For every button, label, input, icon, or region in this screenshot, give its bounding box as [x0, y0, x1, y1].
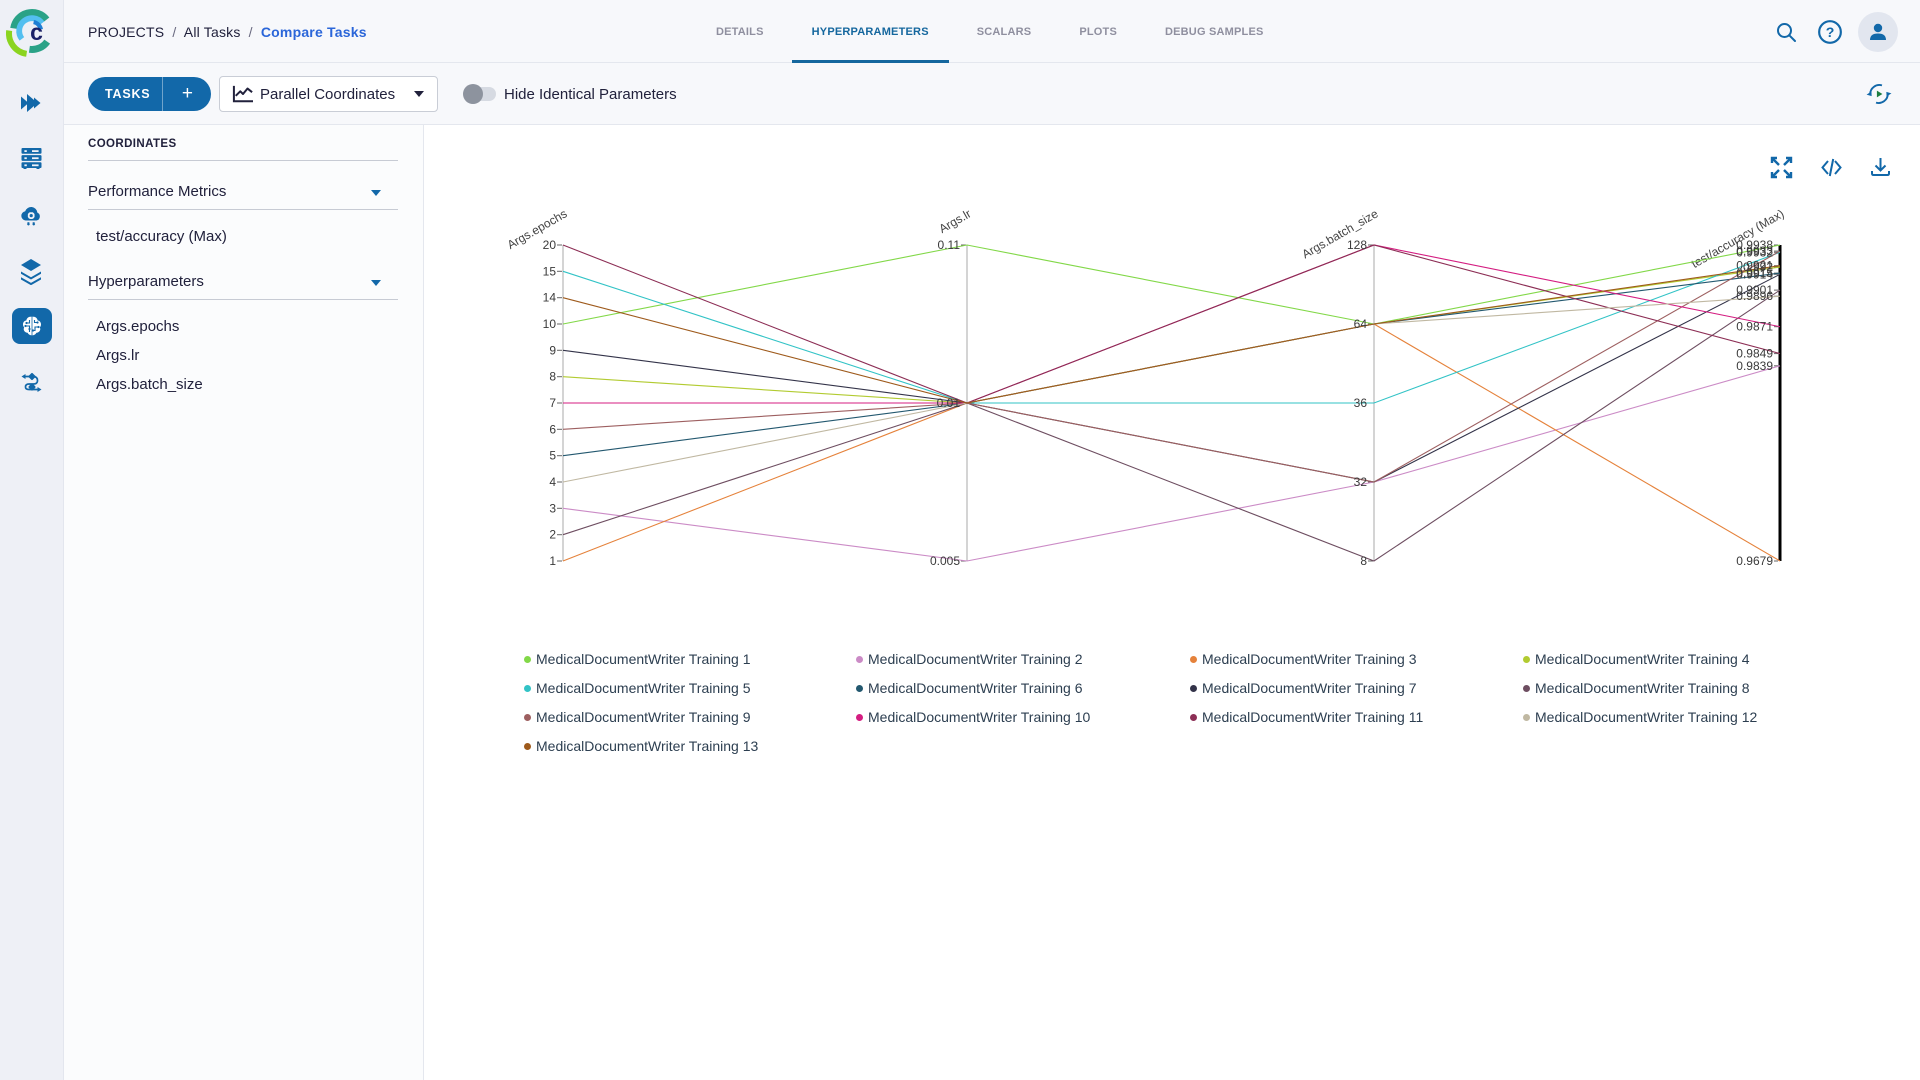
- svg-text:0.9932: 0.9932: [1736, 245, 1773, 259]
- svg-text:9: 9: [549, 343, 556, 357]
- svg-text:5: 5: [549, 449, 556, 463]
- svg-text:128: 128: [1347, 238, 1367, 252]
- svg-text:0.9914: 0.9914: [1736, 267, 1773, 281]
- svg-text:Args.lr: Args.lr: [936, 206, 973, 235]
- svg-text:64: 64: [1354, 317, 1368, 331]
- svg-text:2: 2: [549, 528, 556, 542]
- svg-text:0.11: 0.11: [938, 238, 961, 252]
- svg-text:?: ?: [1826, 24, 1835, 40]
- svg-text:0.9933: 0.9933: [1736, 244, 1773, 258]
- svg-text:0.01: 0.01: [937, 396, 961, 410]
- svg-text:0.9871: 0.9871: [1736, 320, 1773, 334]
- svg-text:32: 32: [1354, 475, 1368, 489]
- svg-text:0.005: 0.005: [930, 554, 960, 568]
- svg-text:0.9921: 0.9921: [1736, 259, 1773, 273]
- svg-text:0.9849: 0.9849: [1736, 347, 1773, 361]
- svg-text:20: 20: [543, 238, 557, 252]
- svg-text:0.9938: 0.9938: [1736, 238, 1773, 252]
- svg-text:8: 8: [1360, 554, 1367, 568]
- svg-text:Args.batch_size: Args.batch_size: [1300, 206, 1381, 261]
- svg-text:3: 3: [549, 501, 556, 515]
- svg-text:4: 4: [549, 475, 556, 489]
- svg-text:c: c: [30, 19, 43, 45]
- svg-text:0.9839: 0.9839: [1736, 359, 1773, 373]
- svg-text:36: 36: [1354, 396, 1368, 410]
- svg-text:1: 1: [549, 554, 556, 568]
- svg-text:0.992: 0.992: [1743, 260, 1773, 274]
- svg-text:0.9901: 0.9901: [1736, 283, 1773, 297]
- svg-text:0.9915: 0.9915: [1736, 266, 1773, 280]
- svg-text:6: 6: [549, 422, 556, 436]
- svg-text:15: 15: [543, 264, 557, 278]
- svg-text:0.9896: 0.9896: [1736, 289, 1773, 303]
- svg-text:8: 8: [549, 370, 556, 384]
- svg-text:Args.epochs: Args.epochs: [505, 206, 570, 251]
- svg-text:0.9679: 0.9679: [1736, 554, 1773, 568]
- svg-text:7: 7: [549, 396, 556, 410]
- svg-text:14: 14: [543, 291, 557, 305]
- svg-text:10: 10: [543, 317, 557, 331]
- svg-text:test/accuracy (Max): test/accuracy (Max): [1689, 206, 1787, 270]
